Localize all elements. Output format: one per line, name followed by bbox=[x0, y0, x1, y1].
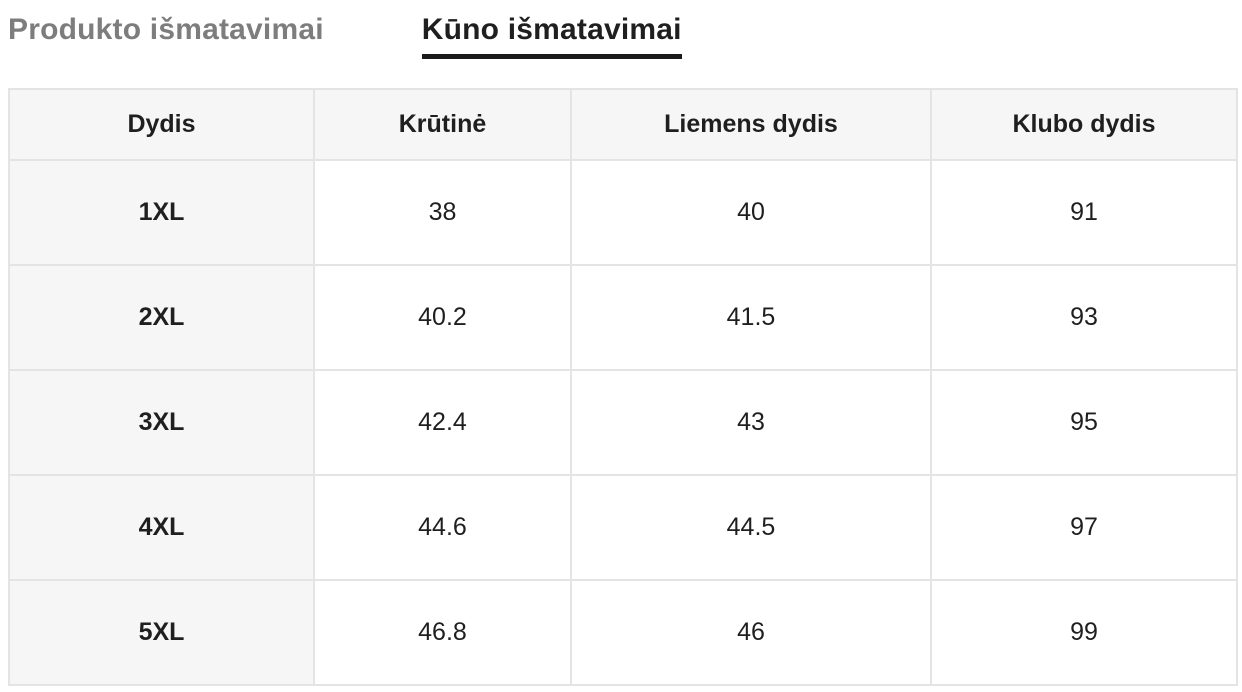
measurement-cell: 40 bbox=[570, 159, 932, 266]
measurement-cell: 46.8 bbox=[313, 579, 572, 686]
measurement-cell: 38 bbox=[313, 159, 572, 266]
column-header: Krūtinė bbox=[313, 88, 572, 161]
table-row: 2XL 40.2 41.5 93 bbox=[8, 264, 1238, 371]
table-row: 5XL 46.8 46 99 bbox=[8, 579, 1238, 686]
measurement-cell: 97 bbox=[930, 474, 1238, 581]
measurement-cell: 93 bbox=[930, 264, 1238, 371]
table-header-row: Dydis Krūtinė Liemens dydis Klubo dydis bbox=[8, 88, 1238, 161]
measurement-cell: 41.5 bbox=[570, 264, 932, 371]
column-header: Dydis bbox=[8, 88, 315, 161]
tab-body-measurements[interactable]: Kūno išmatavimai bbox=[421, 12, 682, 59]
size-table-body: 1XL 38 40 91 2XL 40.2 41.5 93 3XL 42.4 43 95 4XL 44.6… bbox=[8, 159, 1238, 686]
column-header: Klubo dydis bbox=[930, 88, 1238, 161]
measurement-cell: 40.2 bbox=[313, 264, 572, 371]
measurement-cell: 44.5 bbox=[570, 474, 932, 581]
size-label-cell: 2XL bbox=[8, 264, 315, 371]
size-label-cell: 4XL bbox=[8, 474, 315, 581]
measurement-cell: 44.6 bbox=[313, 474, 572, 581]
size-label-cell: 3XL bbox=[8, 369, 315, 476]
size-label-cell: 1XL bbox=[8, 159, 315, 266]
measurement-cell: 42.4 bbox=[313, 369, 572, 476]
table-row: 4XL 44.6 44.5 97 bbox=[8, 474, 1238, 581]
column-header: Liemens dydis bbox=[570, 88, 932, 161]
measurement-cell: 95 bbox=[930, 369, 1238, 476]
table-row: 1XL 38 40 91 bbox=[8, 159, 1238, 266]
size-table: Dydis Krūtinė Liemens dydis Klubo dydis 1XL… bbox=[8, 88, 1238, 686]
measurement-cell: 91 bbox=[930, 159, 1238, 266]
measurement-tabs: Produkto išmatavimai Kūno išmatavimai bbox=[8, 12, 1236, 59]
table-row: 3XL 42.4 43 95 bbox=[8, 369, 1238, 476]
measurement-cell: 43 bbox=[570, 369, 932, 476]
tab-product-measurements[interactable]: Produkto išmatavimai bbox=[8, 12, 324, 59]
measurement-cell: 99 bbox=[930, 579, 1238, 686]
size-label-cell: 5XL bbox=[8, 579, 315, 686]
measurement-cell: 46 bbox=[570, 579, 932, 686]
